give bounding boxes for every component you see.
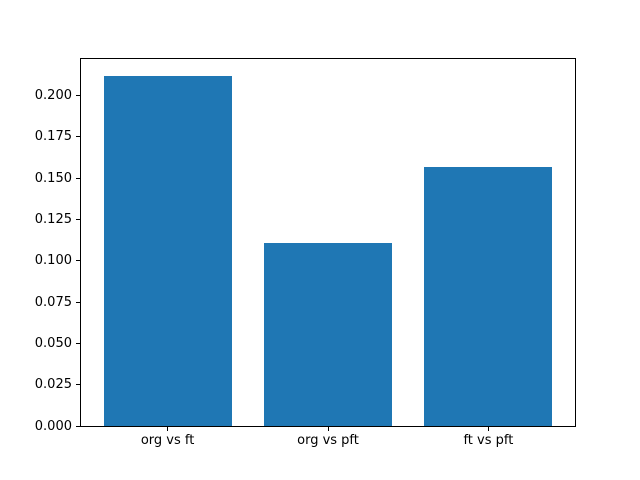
bar-org-vs-ft [103,75,232,426]
y-tick-label: 0.025 [34,377,72,393]
y-tick-mark [76,177,80,179]
y-tick-label: 0.050 [34,335,72,351]
y-tick-label: 0.100 [34,253,72,269]
plot-area [80,58,576,427]
x-tick-label: ft vs pft [463,433,514,448]
y-tick-mark [76,342,80,344]
x-tick-label: org vs ft [140,433,195,448]
y-tick-mark [76,384,80,386]
bar-org-vs-pft [263,242,393,426]
x-tick-mark [167,427,169,431]
y-tick-mark [76,94,80,96]
y-tick-mark [76,301,80,303]
y-tick-label: 0.125 [34,211,72,227]
y-tick-mark [76,136,80,138]
bar-ft-vs-pft [424,166,553,426]
x-tick-mark [327,427,329,431]
y-tick-mark [76,260,80,262]
y-tick-label: 0.150 [34,170,72,186]
y-tick-label: 0.175 [34,129,72,145]
y-tick-label: 0.075 [34,294,72,310]
y-tick-mark [76,425,80,427]
x-tick-mark [487,427,489,431]
y-tick-label: 0.000 [34,418,72,434]
y-tick-mark [76,218,80,220]
x-tick-label: org vs pft [297,433,359,448]
y-tick-label: 0.200 [34,87,72,103]
